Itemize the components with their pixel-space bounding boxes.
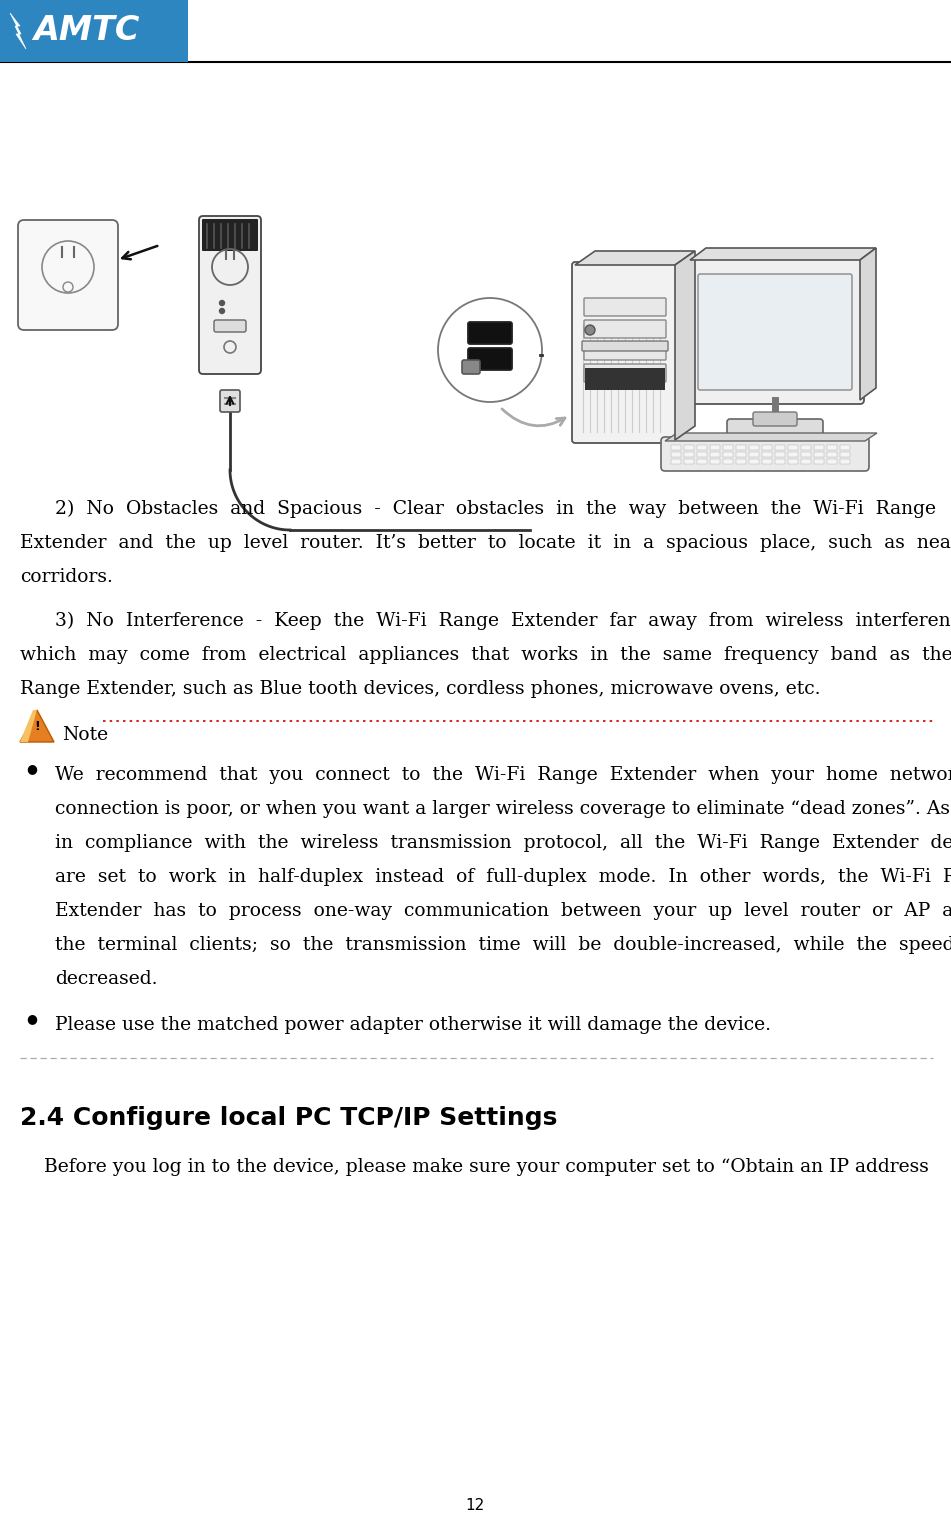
Bar [723, 445, 733, 450]
Bar [0, 0, 188, 61]
Bar [697, 445, 707, 450]
FancyBboxPatch shape [584, 342, 666, 361]
Polygon shape [690, 249, 876, 259]
FancyBboxPatch shape [686, 256, 864, 404]
Bar [749, 459, 759, 464]
Bar [684, 451, 694, 457]
FancyBboxPatch shape [582, 341, 668, 352]
Polygon shape [675, 252, 695, 441]
Circle shape [585, 325, 595, 335]
Bar [585, 368, 665, 390]
Bar [671, 445, 681, 450]
Text: 3)  No  Interference  -  Keep  the  Wi-Fi  Range  Extender  far  away  from  wir: 3) No Interference - Keep the Wi-Fi Rang… [55, 612, 951, 631]
Text: We  recommend  that  you  connect  to  the  Wi-Fi  Range  Extender  when  your  : We recommend that you connect to the Wi-… [55, 766, 951, 784]
Text: 2)  No  Obstacles  and  Spacious  -  Clear  obstacles  in  the  way  between  th: 2) No Obstacles and Spacious - Clear obs… [55, 500, 936, 519]
FancyBboxPatch shape [214, 319, 246, 332]
Bar [775, 451, 785, 457]
Bar [840, 459, 850, 464]
Text: corridors.: corridors. [20, 568, 113, 586]
Bar [827, 451, 837, 457]
Bar [801, 445, 811, 450]
Bar [814, 459, 824, 464]
Text: which  may  come  from  electrical  appliances  that  works  in  the  same  freq: which may come from electrical appliance… [20, 646, 951, 665]
Bar [723, 451, 733, 457]
Text: Please use the matched power adapter otherwise it will damage the device.: Please use the matched power adapter oth… [55, 1016, 771, 1035]
Text: Before you log in to the device, please make sure your computer set to “Obtain a: Before you log in to the device, please … [20, 1157, 929, 1176]
Bar [736, 445, 746, 450]
Bar [762, 459, 772, 464]
Polygon shape [665, 433, 877, 441]
Bar [801, 451, 811, 457]
Bar [840, 451, 850, 457]
Text: 2.4 Configure local PC TCP/IP Settings: 2.4 Configure local PC TCP/IP Settings [20, 1107, 557, 1130]
Bar [736, 459, 746, 464]
Bar [736, 451, 746, 457]
Bar [697, 451, 707, 457]
Bar [723, 459, 733, 464]
Bar [840, 445, 850, 450]
FancyBboxPatch shape [199, 216, 261, 375]
Text: AMTC: AMTC [33, 14, 140, 48]
Bar [801, 459, 811, 464]
Bar [827, 445, 837, 450]
Bar [827, 459, 837, 464]
Circle shape [220, 309, 224, 313]
Polygon shape [860, 249, 876, 401]
Polygon shape [575, 252, 695, 266]
Bar [710, 445, 720, 450]
Bar [762, 445, 772, 450]
Bar [775, 459, 785, 464]
Bar [684, 459, 694, 464]
FancyBboxPatch shape [584, 364, 666, 382]
Circle shape [220, 301, 224, 305]
FancyBboxPatch shape [661, 437, 869, 471]
FancyBboxPatch shape [753, 411, 797, 427]
FancyBboxPatch shape [468, 348, 512, 370]
FancyBboxPatch shape [727, 419, 823, 444]
Bar [671, 459, 681, 464]
FancyBboxPatch shape [572, 262, 678, 444]
FancyBboxPatch shape [202, 220, 258, 252]
Text: ●: ● [27, 761, 37, 775]
FancyBboxPatch shape [462, 361, 480, 375]
Text: decreased.: decreased. [55, 970, 158, 989]
Text: Range Extender, such as Blue tooth devices, cordless phones, microwave ovens, et: Range Extender, such as Blue tooth devic… [20, 680, 821, 698]
Bar [749, 445, 759, 450]
Bar [749, 451, 759, 457]
Bar [814, 445, 824, 450]
FancyBboxPatch shape [584, 319, 666, 338]
Text: 12: 12 [465, 1498, 485, 1514]
Text: Note: Note [62, 726, 108, 744]
FancyBboxPatch shape [468, 322, 512, 344]
Polygon shape [10, 12, 26, 49]
Bar [775, 445, 785, 450]
Text: are  set  to  work  in  half-duplex  instead  of  full-duplex  mode.  In  other : are set to work in half-duplex instead o… [55, 867, 951, 886]
FancyBboxPatch shape [584, 298, 666, 316]
Bar [762, 451, 772, 457]
Text: !: ! [34, 720, 40, 734]
FancyBboxPatch shape [220, 390, 240, 411]
FancyBboxPatch shape [698, 275, 852, 390]
Bar [788, 459, 798, 464]
FancyBboxPatch shape [18, 220, 118, 330]
Bar [684, 445, 694, 450]
Polygon shape [20, 711, 37, 741]
Polygon shape [20, 711, 54, 741]
Text: ●: ● [27, 1012, 37, 1025]
Bar [788, 451, 798, 457]
Bar [710, 459, 720, 464]
Bar [671, 451, 681, 457]
Text: Extender  has  to  process  one-way  communication  between  your  up  level  ro: Extender has to process one-way communic… [55, 903, 951, 919]
Bar [788, 445, 798, 450]
Text: the  terminal  clients;  so  the  transmission  time  will  be  double-increased: the terminal clients; so the transmissio… [55, 936, 951, 953]
Text: Extender  and  the  up  level  router.  It’s  better  to  locate  it  in  a  spa: Extender and the up level router. It’s b… [20, 534, 951, 553]
Bar [697, 459, 707, 464]
Text: connection is poor, or when you want a larger wireless coverage to eliminate “de: connection is poor, or when you want a l… [55, 800, 950, 818]
Bar [710, 451, 720, 457]
Bar [814, 451, 824, 457]
Text: in  compliance  with  the  wireless  transmission  protocol,  all  the  Wi-Fi  R: in compliance with the wireless transmis… [55, 834, 951, 852]
